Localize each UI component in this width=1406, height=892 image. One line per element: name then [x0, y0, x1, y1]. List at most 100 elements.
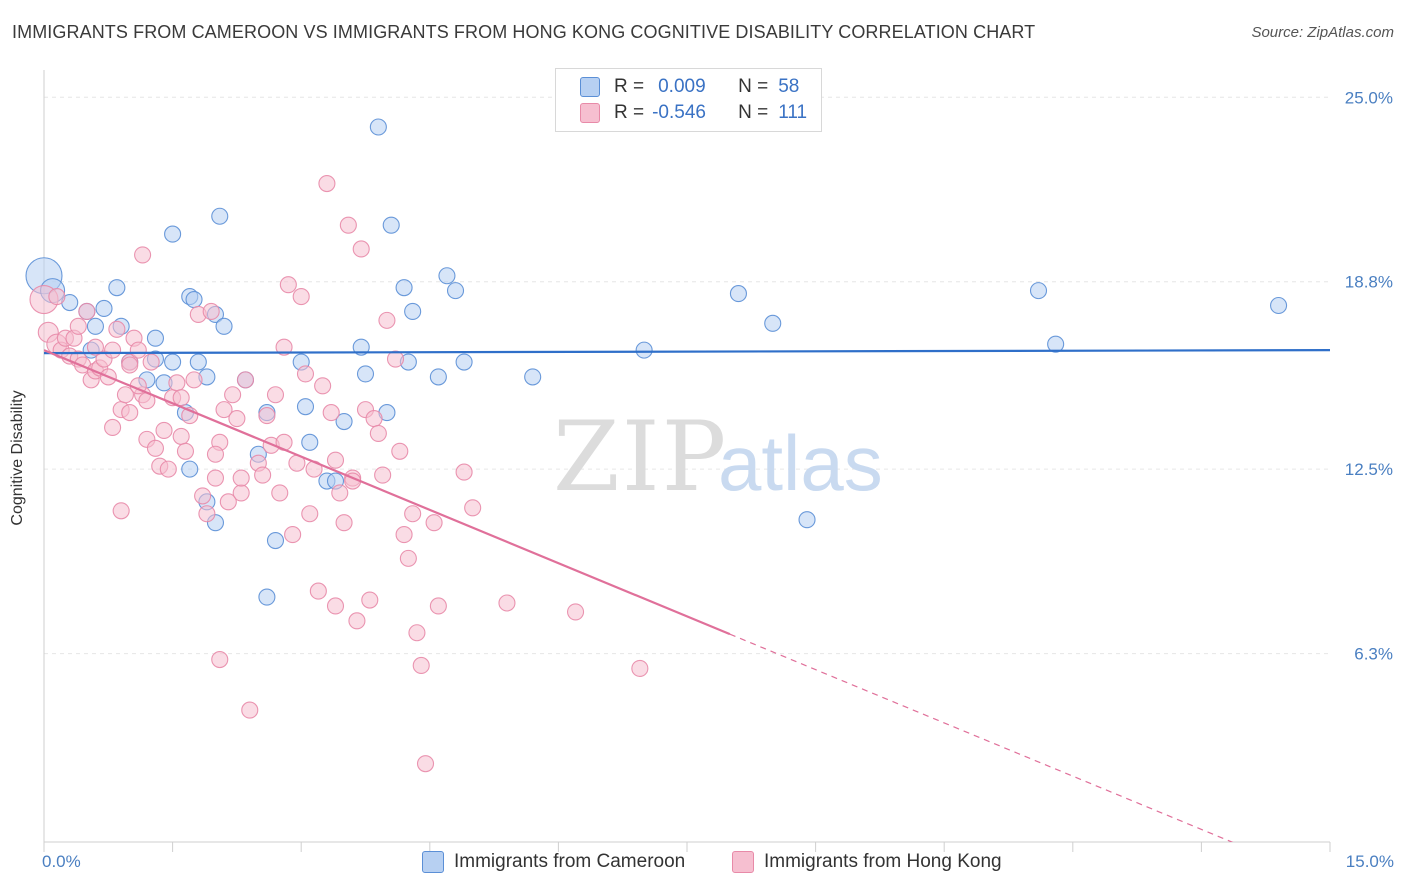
- pink-swatch: [580, 103, 600, 123]
- cameroon-point: [1029, 282, 1048, 300]
- cameroon-point: [164, 353, 182, 371]
- y-tick-label: 6.3%: [1354, 645, 1393, 664]
- cameroon-point: [635, 341, 653, 359]
- hongkong-point: [78, 302, 96, 321]
- r-value: -0.546: [652, 102, 706, 123]
- cameroon-point: [164, 225, 182, 243]
- hongkong-point: [146, 439, 165, 457]
- hongkong-point: [236, 371, 255, 389]
- cameroon-point: [404, 302, 422, 321]
- cameroon-point: [185, 290, 203, 309]
- hongkong-point: [296, 365, 315, 383]
- hongkong-point: [254, 466, 272, 484]
- hongkong-point: [266, 386, 285, 404]
- r-label: R =: [614, 76, 645, 97]
- cameroon-point: [352, 338, 370, 356]
- hongkong-point: [232, 484, 250, 502]
- hongkong-point: [391, 442, 409, 460]
- cameroon-point: [301, 433, 319, 451]
- hongkong-point: [339, 216, 357, 234]
- cameroon-point: [382, 216, 400, 234]
- source-label: Source: ZipAtlas.com: [1251, 24, 1394, 41]
- watermark-atlas: atlas: [718, 419, 883, 507]
- legend-item-hongkong: Immigrants from Hong Kong: [732, 851, 1002, 873]
- hongkong-point: [314, 377, 332, 395]
- x-tick-label: 15.0%: [1345, 852, 1394, 871]
- cameroon-point: [258, 588, 276, 606]
- chart-title: IMMIGRANTS FROM CAMEROON VS IMMIGRANTS F…: [12, 22, 1036, 42]
- hongkong-point: [112, 502, 130, 520]
- y-tick-label: 25.0%: [1345, 88, 1393, 107]
- x-tick-label: 0.0%: [42, 852, 81, 871]
- hongkong-point: [206, 445, 225, 463]
- hongkong-point: [69, 317, 87, 335]
- cameroon-point: [1047, 335, 1065, 353]
- hongkong-point: [326, 451, 345, 469]
- cameroon-point: [356, 365, 375, 383]
- hongkong-point: [566, 603, 585, 621]
- hongkong-point: [326, 597, 345, 615]
- y-tick-label: 12.5%: [1345, 460, 1393, 479]
- cameroon-point: [95, 299, 113, 318]
- hongkong-point: [429, 597, 447, 615]
- hongkong-point: [172, 389, 190, 407]
- hongkong-point: [498, 594, 516, 612]
- hongkong-point: [331, 484, 349, 502]
- cameroon-point: [729, 285, 747, 303]
- hongkong-trend-line-extension: [729, 633, 1234, 842]
- n-value: 58: [778, 76, 800, 97]
- hongkong-point: [198, 505, 216, 523]
- hongkong-point: [202, 302, 220, 321]
- series-legend: Immigrants from Cameroon Immigrants from…: [0, 851, 1406, 879]
- legend-label: Immigrants from Hong Kong: [764, 851, 1002, 872]
- hongkong-point: [292, 288, 310, 306]
- hongkong-point: [455, 463, 473, 481]
- cameroon-point: [438, 267, 456, 285]
- stats-legend-row-hongkong: R = -0.546 N = 111: [580, 101, 807, 125]
- hongkong-point: [104, 341, 122, 359]
- cameroon-point: [146, 329, 165, 347]
- cameroon-point: [764, 314, 782, 332]
- hongkong-point: [228, 409, 246, 428]
- hongkong-point: [425, 514, 443, 532]
- watermark-zip: ZIP: [553, 401, 728, 513]
- hongkong-point: [142, 353, 160, 371]
- hongkong-point: [365, 409, 383, 428]
- blue-swatch: [422, 851, 444, 873]
- stats-legend-row-cameroon: R = 0.009 N = 58: [580, 75, 799, 99]
- cameroon-point: [429, 368, 447, 386]
- hongkong-point: [369, 424, 387, 442]
- hongkong-point: [301, 505, 319, 523]
- hongkong-point: [176, 442, 195, 460]
- hongkong-point: [155, 421, 173, 440]
- hongkong-point: [335, 514, 353, 532]
- cameroon-point: [395, 279, 413, 297]
- hongkong-point: [219, 493, 237, 511]
- hongkong-point: [211, 650, 229, 669]
- cameroon-point: [455, 353, 473, 371]
- pink-swatch: [732, 851, 754, 873]
- hongkong-point: [275, 338, 293, 356]
- hongkong-point: [86, 338, 104, 356]
- cameroon-point: [181, 460, 199, 478]
- hongkong-point: [352, 240, 370, 258]
- hongkong-point: [412, 656, 430, 675]
- cameroon-point: [189, 353, 207, 371]
- hongkong-point: [416, 755, 435, 773]
- cameroon-point: [524, 368, 542, 386]
- cameroon-point: [86, 317, 104, 335]
- cameroon-point: [335, 412, 353, 431]
- hongkong-point: [159, 460, 177, 478]
- hongkong-point: [108, 320, 126, 338]
- hongkong-point: [121, 356, 139, 374]
- hongkong-point: [279, 276, 297, 294]
- cameroon-point: [211, 207, 229, 225]
- hongkong-point: [631, 659, 649, 678]
- hongkong-point: [206, 469, 225, 487]
- cameroon-point: [296, 398, 315, 416]
- hongkong-point: [464, 499, 482, 517]
- hongkong-point: [129, 341, 147, 359]
- cameroon-trend-line: [44, 349, 1330, 355]
- n-label: N =: [738, 102, 769, 123]
